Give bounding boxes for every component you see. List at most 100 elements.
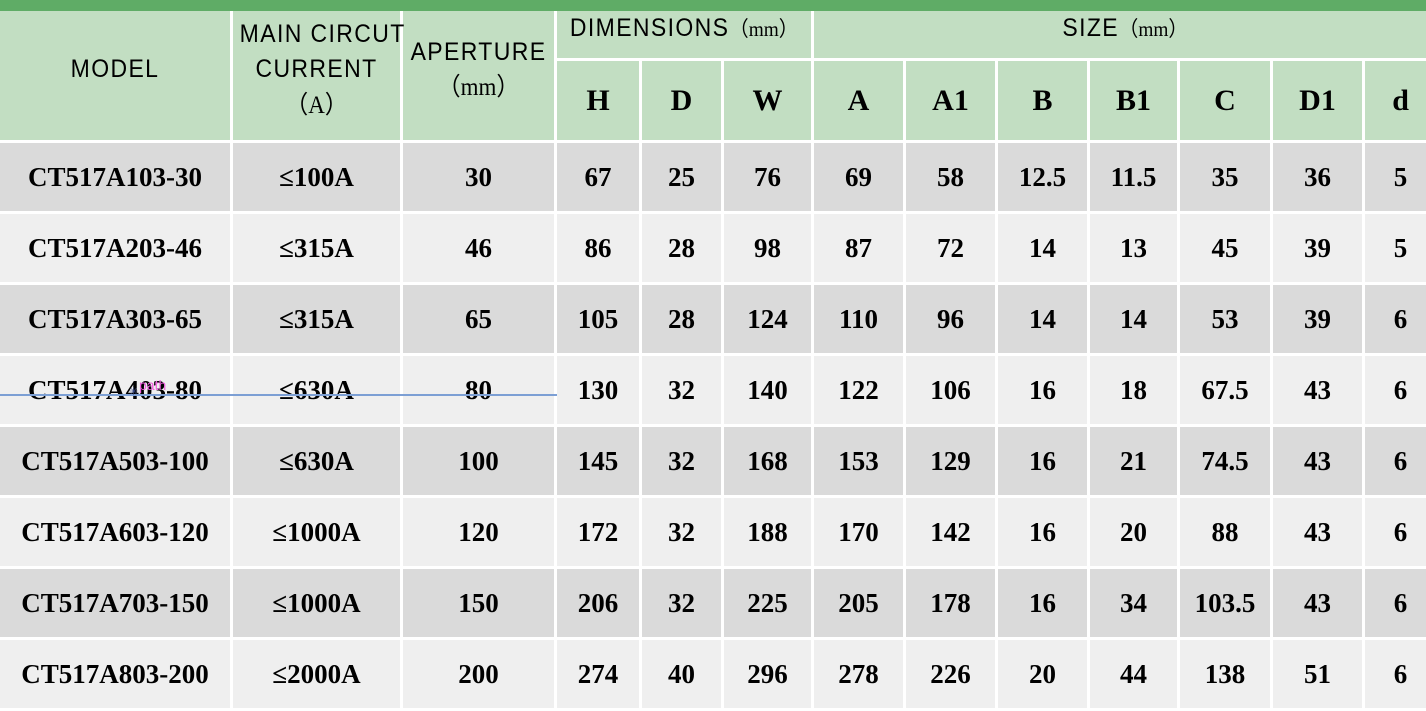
- cell-w: 296: [724, 640, 815, 711]
- cell-c: 67.5: [1180, 356, 1274, 427]
- table-row: CT517A303-65 ≤315A 65 105 28 124 110 96 14 14 53 39…: [0, 285, 1426, 356]
- cell-a: 153: [814, 427, 907, 498]
- cell-h: 67: [557, 143, 642, 214]
- cell-b: 16: [998, 498, 1091, 569]
- cell-w: 98: [724, 214, 815, 285]
- cell-d1: 39: [1273, 285, 1366, 356]
- header-col-c: C: [1180, 61, 1274, 143]
- cell-current: ≤315A: [233, 285, 403, 356]
- cell-d: 28: [642, 214, 724, 285]
- cell-d: 6: [1365, 569, 1426, 640]
- cell-model: CT517A403-80: [0, 356, 233, 427]
- cell-model: CT517A703-150: [0, 569, 233, 640]
- cell-model: CT517A103-30: [0, 143, 233, 214]
- cell-current: ≤1000A: [233, 498, 403, 569]
- cell-d: 6: [1365, 285, 1426, 356]
- cell-c: 53: [1180, 285, 1274, 356]
- cell-h: 172: [557, 498, 642, 569]
- header-group-size-label: SIZE: [1062, 14, 1120, 43]
- cell-model: CT517A603-120: [0, 498, 233, 569]
- cell-b1: 11.5: [1090, 143, 1181, 214]
- cell-a1: 96: [906, 285, 999, 356]
- table-header: MODEL MAIN CIRCUT CURRENT （A） APERTURE （…: [0, 0, 1426, 143]
- cell-model: CT517A503-100: [0, 427, 233, 498]
- cell-aperture: 150: [403, 569, 557, 640]
- cell-d: 6: [1365, 498, 1426, 569]
- header-col-h: H: [557, 61, 642, 143]
- cell-aperture: 200: [403, 640, 557, 711]
- header-col-b: B: [998, 61, 1091, 143]
- cell-b1: 21: [1090, 427, 1181, 498]
- cell-a: 205: [814, 569, 907, 640]
- table-row: CT517A703-150 ≤1000A 150 206 32 225 205 178 16 34…: [0, 569, 1426, 640]
- cell-a1: 129: [906, 427, 999, 498]
- header-main-circuit-current: MAIN CIRCUT CURRENT （A）: [233, 0, 406, 143]
- header-col-a: A: [814, 61, 907, 143]
- cell-d1: 43: [1273, 427, 1366, 498]
- cell-a1: 226: [906, 640, 999, 711]
- header-col-d: D: [642, 61, 724, 143]
- cell-d: 5: [1365, 143, 1426, 214]
- cell-b1: 34: [1090, 569, 1181, 640]
- table-row: CT517A103-30 ≤100A 30 67 25 76 69 58 12.5 11.5 35 3…: [0, 143, 1426, 214]
- cell-d: 40: [642, 640, 724, 711]
- cell-c: 74.5: [1180, 427, 1274, 498]
- cell-c: 45: [1180, 214, 1274, 285]
- cell-b1: 20: [1090, 498, 1181, 569]
- cell-b: 14: [998, 214, 1091, 285]
- cell-current: ≤1000A: [233, 569, 403, 640]
- cell-model: CT517A203-46: [0, 214, 233, 285]
- cell-a1: 178: [906, 569, 999, 640]
- cell-c: 88: [1180, 498, 1274, 569]
- cell-b: 20: [998, 640, 1091, 711]
- cell-a1: 58: [906, 143, 999, 214]
- cell-w: 140: [724, 356, 815, 427]
- header-group-dimensions-unit: （mm）: [729, 17, 799, 42]
- header-group-dimensions-label: DIMENSIONS: [569, 14, 730, 43]
- header-col-a1: A1: [906, 61, 999, 143]
- cell-w: 168: [724, 427, 815, 498]
- header-aperture-label: APERTURE: [410, 37, 547, 66]
- cell-a1: 106: [906, 356, 999, 427]
- cell-current: ≤630A: [233, 427, 403, 498]
- cell-aperture: 65: [403, 285, 557, 356]
- cell-h: 86: [557, 214, 642, 285]
- table-row: CT517A803-200 ≤2000A 200 274 40 296 278 226 20 44…: [0, 640, 1426, 711]
- header-group-size-unit: （mm）: [1119, 17, 1188, 42]
- cell-aperture: 30: [403, 143, 557, 214]
- cell-d1: 43: [1273, 356, 1366, 427]
- cell-w: 225: [724, 569, 815, 640]
- cell-a: 87: [814, 214, 907, 285]
- table-row: CT517A203-46 ≤315A 46 86 28 98 87 72 14 13 45 39 5: [0, 214, 1426, 285]
- cell-w: 124: [724, 285, 815, 356]
- cell-b: 16: [998, 427, 1091, 498]
- cell-a: 110: [814, 285, 907, 356]
- cell-d: 5: [1365, 214, 1426, 285]
- cell-b1: 18: [1090, 356, 1181, 427]
- cell-b: 16: [998, 569, 1091, 640]
- header-col-w: W: [724, 61, 815, 143]
- cell-current: ≤2000A: [233, 640, 403, 711]
- cell-a: 170: [814, 498, 907, 569]
- header-main-circuit-current-l1: MAIN CIRCUT: [239, 19, 406, 48]
- cell-aperture: 46: [403, 214, 557, 285]
- cell-h: 105: [557, 285, 642, 356]
- table-body: CT517A103-30 ≤100A 30 67 25 76 69 58 12.5 11.5 35 3…: [0, 143, 1426, 711]
- cell-d1: 51: [1273, 640, 1366, 711]
- cell-d: 32: [642, 356, 724, 427]
- cell-w: 76: [724, 143, 815, 214]
- cell-d: 25: [642, 143, 724, 214]
- cell-h: 145: [557, 427, 642, 498]
- cell-aperture: 80: [403, 356, 557, 427]
- cell-c: 138: [1180, 640, 1274, 711]
- table-row: CT517A403-80 ≤630A 80 130 32 140 122 106 16 18 67.…: [0, 356, 1426, 427]
- header-aperture: APERTURE （mm）: [403, 0, 557, 143]
- cell-a: 69: [814, 143, 907, 214]
- cell-a: 122: [814, 356, 907, 427]
- cell-b: 12.5: [998, 143, 1091, 214]
- header-main-circuit-current-l2: CURRENT: [255, 55, 378, 84]
- cell-d: 28: [642, 285, 724, 356]
- cell-a: 278: [814, 640, 907, 711]
